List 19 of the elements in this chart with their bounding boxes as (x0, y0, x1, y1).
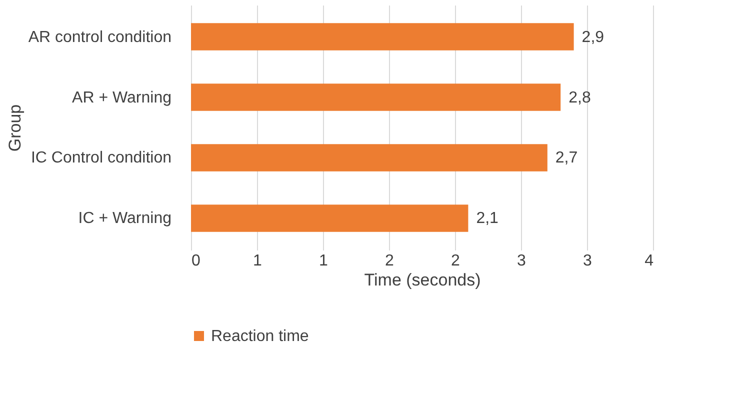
text: 2,1 (476, 210, 498, 228)
legend-label: Reaction time (211, 328, 309, 345)
x-tick-label: 1 (319, 252, 328, 270)
text: 2,9 (582, 28, 604, 46)
y-tick-label: AR + Warning (72, 89, 172, 106)
y-axis-title: Group (5, 104, 24, 152)
text: 2,7 (555, 150, 578, 167)
x-tick-label: 3 (583, 252, 592, 270)
x-tick-label: 3 (517, 252, 526, 270)
x-axis-title: Time (seconds) (364, 270, 481, 290)
y-tick-label: IC Control condition (30, 150, 172, 167)
x-tick-label: 2 (385, 252, 394, 270)
y-tick-label: AR control condition (28, 28, 172, 46)
x-tick-label: 2 (451, 252, 460, 270)
x-tick-label: 4 (644, 252, 654, 270)
y-tick-label: IC + Warning (78, 210, 172, 228)
x-tick-label: 0 (192, 252, 200, 270)
text: 2,8 (568, 89, 591, 106)
x-tick-label: 1 (253, 252, 262, 270)
